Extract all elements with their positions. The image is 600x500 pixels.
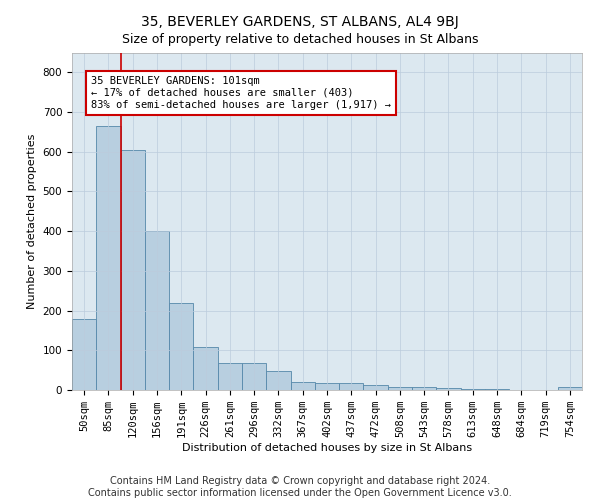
X-axis label: Distribution of detached houses by size in St Albans: Distribution of detached houses by size … [182, 443, 472, 453]
Bar [364, 385, 388, 390]
Bar [266, 371, 290, 390]
Text: Size of property relative to detached houses in St Albans: Size of property relative to detached ho… [122, 32, 478, 46]
Bar [412, 387, 436, 390]
Text: Contains HM Land Registry data © Crown copyright and database right 2024.
Contai: Contains HM Land Registry data © Crown c… [88, 476, 512, 498]
Text: 35, BEVERLEY GARDENS, ST ALBANS, AL4 9BJ: 35, BEVERLEY GARDENS, ST ALBANS, AL4 9BJ [141, 15, 459, 29]
Bar [96, 126, 121, 390]
Bar [121, 150, 145, 390]
Bar [485, 389, 509, 390]
Bar [290, 382, 315, 390]
Bar [193, 347, 218, 390]
Bar [72, 320, 96, 390]
Bar [315, 383, 339, 390]
Bar [558, 387, 582, 390]
Bar [461, 389, 485, 390]
Bar [339, 383, 364, 390]
Bar [169, 304, 193, 390]
Y-axis label: Number of detached properties: Number of detached properties [27, 134, 37, 309]
Bar [242, 364, 266, 390]
Bar [436, 388, 461, 390]
Bar [218, 364, 242, 390]
Text: 35 BEVERLEY GARDENS: 101sqm
← 17% of detached houses are smaller (403)
83% of se: 35 BEVERLEY GARDENS: 101sqm ← 17% of det… [91, 76, 391, 110]
Bar [388, 387, 412, 390]
Bar [145, 231, 169, 390]
